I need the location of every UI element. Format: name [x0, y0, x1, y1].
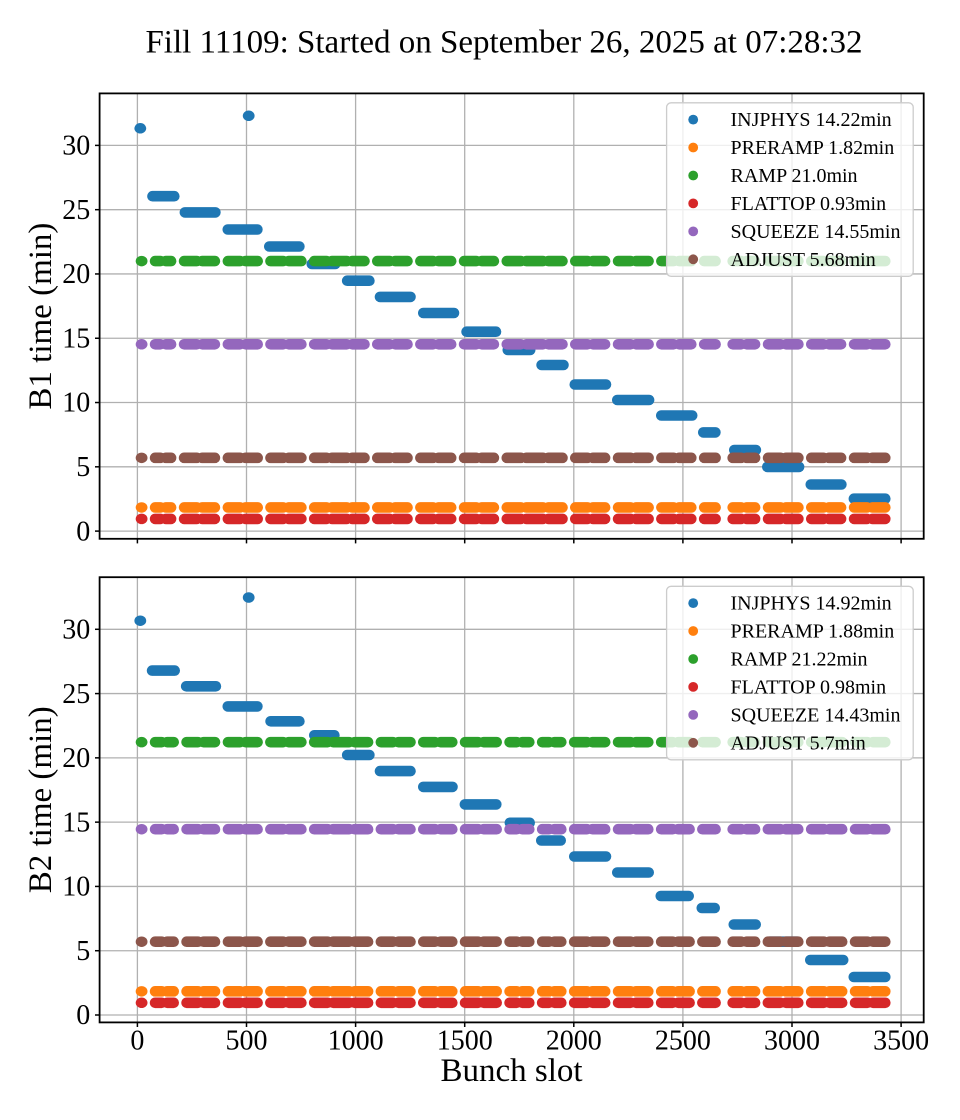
svg-text:B1 time (min): B1 time (min) [23, 223, 59, 410]
svg-text:SQUEEZE 14.55min: SQUEEZE 14.55min [731, 221, 901, 243]
svg-text:FLATTOP 0.98min: FLATTOP 0.98min [731, 676, 887, 698]
svg-text:25: 25 [62, 195, 90, 226]
svg-text:20: 20 [62, 743, 90, 774]
svg-text:15: 15 [62, 323, 90, 354]
svg-text:FLATTOP 0.93min: FLATTOP 0.93min [731, 193, 887, 215]
svg-text:RAMP 21.0min: RAMP 21.0min [731, 165, 858, 187]
svg-text:INJPHYS 14.22min: INJPHYS 14.22min [731, 109, 892, 131]
svg-text:0: 0 [76, 516, 90, 547]
svg-text:PRERAMP 1.88min: PRERAMP 1.88min [731, 621, 895, 643]
svg-text:5: 5 [76, 452, 90, 483]
svg-text:2500: 2500 [655, 1025, 711, 1056]
svg-text:0: 0 [130, 1025, 144, 1056]
svg-text:3000: 3000 [764, 1025, 820, 1056]
svg-text:0: 0 [76, 1000, 90, 1031]
svg-text:ADJUST 5.7min: ADJUST 5.7min [731, 732, 866, 754]
svg-text:Fill 11109: Started on Septemb: Fill 11109: Started on September 26, 202… [145, 25, 862, 61]
svg-text:30: 30 [62, 131, 90, 162]
svg-text:20: 20 [62, 259, 90, 290]
svg-text:INJPHYS 14.92min: INJPHYS 14.92min [731, 593, 892, 615]
svg-text:500: 500 [226, 1025, 268, 1056]
svg-text:3500: 3500 [873, 1025, 929, 1056]
svg-text:25: 25 [62, 679, 90, 710]
svg-text:15: 15 [62, 807, 90, 838]
svg-text:1500: 1500 [437, 1025, 493, 1056]
svg-text:ADJUST 5.68min: ADJUST 5.68min [731, 249, 876, 271]
svg-text:PRERAMP 1.82min: PRERAMP 1.82min [731, 137, 895, 159]
svg-text:2000: 2000 [546, 1025, 602, 1056]
svg-text:10: 10 [62, 872, 90, 903]
svg-text:Bunch slot: Bunch slot [440, 1053, 582, 1089]
svg-text:30: 30 [62, 615, 90, 646]
svg-text:RAMP 21.22min: RAMP 21.22min [731, 649, 868, 671]
svg-text:B2 time (min): B2 time (min) [23, 706, 59, 893]
svg-text:10: 10 [62, 388, 90, 419]
svg-text:SQUEEZE 14.43min: SQUEEZE 14.43min [731, 704, 901, 726]
svg-text:5: 5 [76, 936, 90, 967]
svg-text:1000: 1000 [328, 1025, 384, 1056]
